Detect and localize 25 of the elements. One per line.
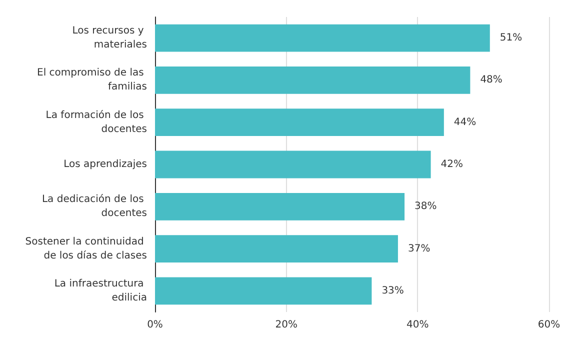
data-label: 48% bbox=[480, 74, 502, 86]
data-label: 51% bbox=[500, 32, 522, 44]
y-tick-label: La dedicación de los docentes bbox=[42, 194, 147, 220]
x-tick-label: 0% bbox=[147, 320, 163, 330]
data-label: 42% bbox=[440, 159, 464, 170]
bar bbox=[155, 235, 398, 262]
bar bbox=[155, 108, 444, 136]
x-tick-label: 60% bbox=[538, 320, 560, 330]
data-label: 38% bbox=[414, 201, 437, 212]
y-tick-label: La infraestructura edilicia bbox=[54, 278, 147, 304]
y-tick-label: El compromiso de las familias bbox=[37, 68, 147, 93]
x-tick-label: 40% bbox=[406, 320, 429, 330]
y-tick-label: Sostener la continuidad de los días de clases bbox=[25, 236, 147, 262]
data-label: 44% bbox=[454, 116, 476, 128]
y-tick-label: Los aprendizajes bbox=[64, 159, 147, 170]
bar bbox=[155, 150, 431, 178]
y-tick-label: La formación de los docentes bbox=[46, 110, 147, 135]
bar bbox=[155, 277, 372, 305]
data-label: 33% bbox=[382, 285, 404, 296]
bar bbox=[155, 66, 470, 94]
bar bbox=[155, 24, 490, 52]
bar bbox=[155, 192, 405, 220]
y-tick-label: Los recursos y materiales bbox=[72, 26, 147, 51]
x-tick-label: 20% bbox=[275, 320, 298, 330]
data-label: 37% bbox=[408, 243, 430, 254]
